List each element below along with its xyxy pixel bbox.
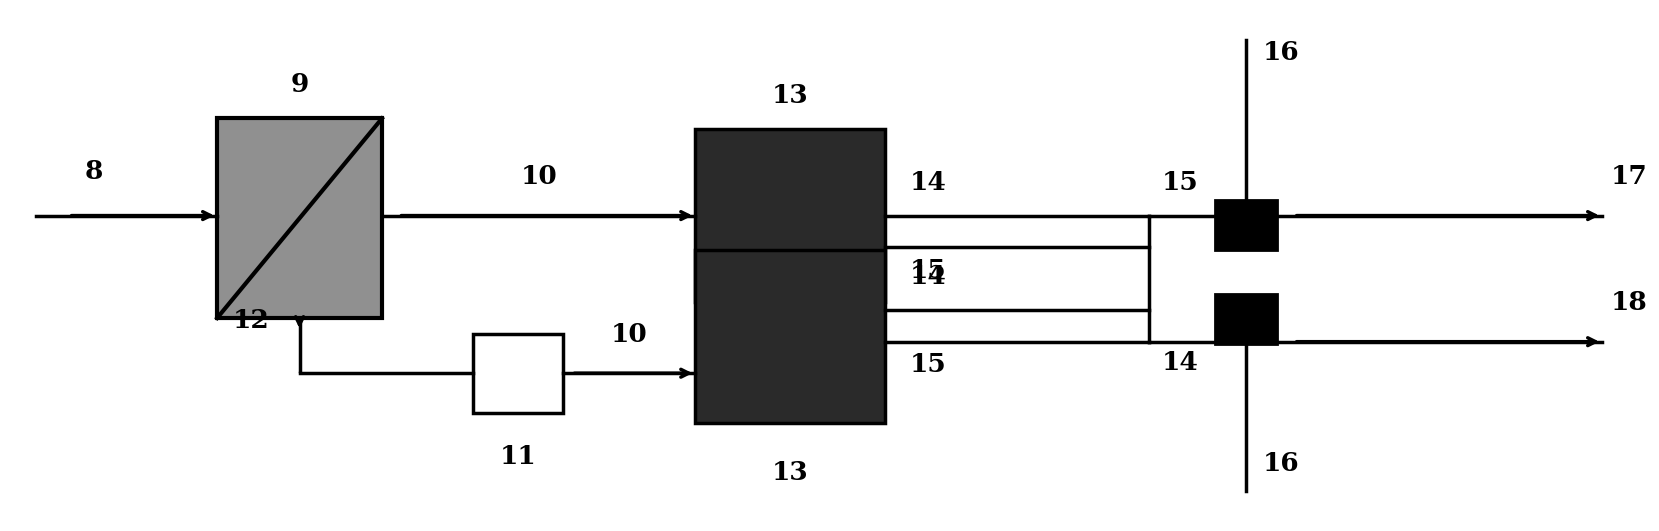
Text: 16: 16 <box>1262 39 1299 65</box>
Text: 14: 14 <box>1161 349 1198 374</box>
Bar <box>1214 200 1277 250</box>
Bar <box>695 129 884 302</box>
Text: 15: 15 <box>909 258 946 282</box>
Text: 14: 14 <box>909 169 947 194</box>
Text: 16: 16 <box>1262 451 1299 476</box>
Text: 15: 15 <box>909 352 946 377</box>
Text: 10: 10 <box>521 164 557 190</box>
Text: 14: 14 <box>909 264 947 289</box>
Text: 18: 18 <box>1611 290 1647 315</box>
Bar <box>473 334 564 413</box>
Text: 15: 15 <box>1161 169 1198 194</box>
Bar <box>217 118 382 318</box>
Text: 8: 8 <box>85 159 103 184</box>
Text: 10: 10 <box>611 322 647 347</box>
Text: 17: 17 <box>1611 164 1647 190</box>
Bar <box>1214 294 1277 344</box>
Text: 12: 12 <box>234 308 270 333</box>
Text: 13: 13 <box>771 83 808 108</box>
Text: 9: 9 <box>290 72 309 97</box>
Text: 13: 13 <box>771 460 808 485</box>
Bar <box>695 250 884 423</box>
Text: 11: 11 <box>499 444 536 469</box>
